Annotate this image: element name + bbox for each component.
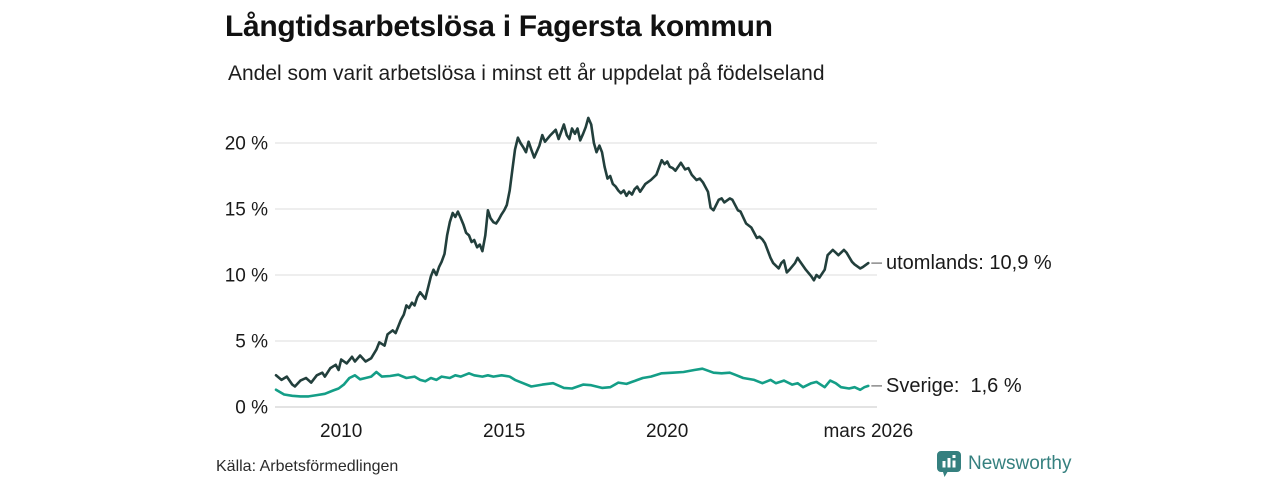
x-tick-label-mars-2026: mars 2026: [823, 421, 913, 442]
y-tick-label-15: 15 %: [225, 200, 268, 221]
series-end-label-sverige: Sverige: 1,6 %: [886, 375, 1022, 397]
chart-title: Långtidsarbetslösa i Fagersta kommun: [225, 10, 773, 43]
x-tick-label-2010: 2010: [320, 421, 362, 442]
y-tick-label-0: 0 %: [235, 398, 268, 419]
x-tick-label-2015: 2015: [483, 421, 525, 442]
x-tick-label-2020: 2020: [646, 421, 688, 442]
series-line-utomlands: [274, 116, 870, 388]
y-tick-label-20: 20 %: [225, 134, 268, 155]
chart-subtitle: Andel som varit arbetslösa i minst ett å…: [228, 62, 825, 85]
source-note: Källa: Arbetsförmedlingen: [216, 458, 399, 475]
y-tick-label-10: 10 %: [225, 266, 268, 287]
series-line-Sverige: [274, 367, 870, 398]
brand-logo: Newsworthy: [937, 450, 1071, 478]
series-end-label-utomlands: utomlands: 10,9 %: [886, 252, 1052, 274]
newsworthy-icon: [937, 451, 961, 477]
y-tick-label-5: 5 %: [235, 332, 268, 353]
brand-name: Newsworthy: [968, 453, 1072, 474]
